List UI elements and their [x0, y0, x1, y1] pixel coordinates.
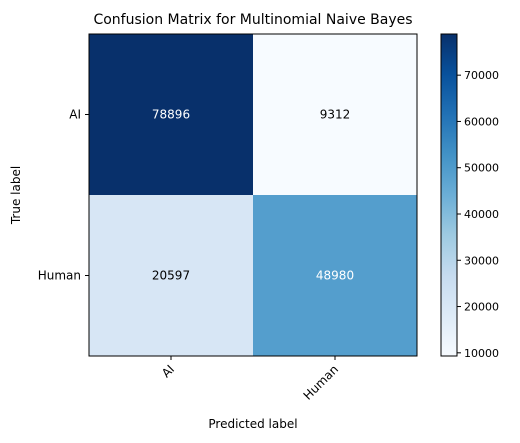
x-tick-label: Human	[301, 362, 342, 403]
colorbar-tick-label: 50000	[464, 162, 499, 175]
y-axis-label: True label	[9, 166, 23, 225]
x-tick-label: AI	[159, 362, 177, 380]
matrix-cells	[89, 34, 418, 357]
y-tick-label: AI	[69, 108, 81, 122]
chart-title: Confusion Matrix for Multinomial Naive B…	[93, 12, 412, 28]
matrix-cell-value: 48980	[316, 269, 354, 283]
x-axis-label: Predicted label	[208, 417, 297, 431]
colorbar-tick-label: 70000	[464, 69, 499, 82]
colorbar-tick-label: 40000	[464, 208, 499, 221]
colorbar-tick-label: 30000	[464, 254, 499, 267]
matrix-cell	[253, 34, 418, 196]
matrix-cell	[89, 195, 254, 357]
matrix-cell-value: 9312	[320, 108, 351, 122]
colorbar-tick-label: 10000	[464, 347, 499, 360]
y-tick-label: Human	[38, 269, 81, 283]
x-axis-ticks: AI Human	[159, 356, 341, 403]
colorbar-ticks: 10000 20000 30000 40000 50000 60000 70000	[457, 69, 499, 360]
matrix-cell-value: 20597	[152, 269, 190, 283]
colorbar	[440, 33, 458, 357]
matrix-cell	[89, 34, 254, 196]
colorbar-tick-label: 20000	[464, 301, 499, 314]
plot-frame	[88, 33, 418, 357]
matrix-cell-labels: 78896 9312 20597 48980	[152, 108, 354, 283]
y-axis-ticks: AI Human	[38, 108, 89, 283]
colorbar-tick-label: 60000	[464, 115, 499, 128]
matrix-cell-value: 78896	[152, 108, 190, 122]
matrix-cell	[253, 195, 418, 357]
